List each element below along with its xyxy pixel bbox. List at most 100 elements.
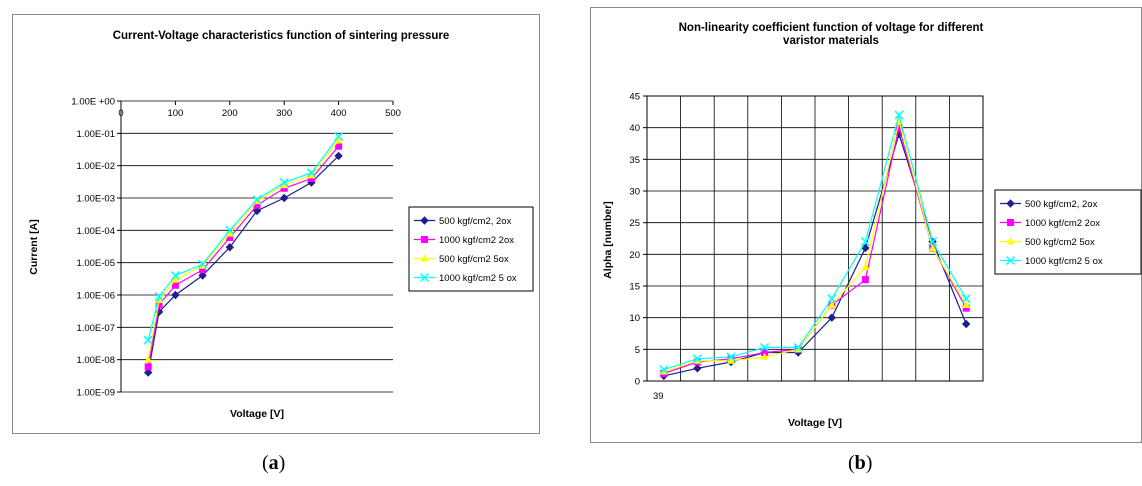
data-point xyxy=(170,271,180,281)
data-point xyxy=(155,296,164,304)
y-tick-label: 1.00E-04 xyxy=(76,226,115,237)
data-point xyxy=(279,178,289,188)
chart-a-legend-marker xyxy=(420,216,429,225)
data-point xyxy=(144,355,153,363)
chart-a-legend-marker xyxy=(420,254,429,262)
data-point xyxy=(693,364,702,373)
y-tick-label: 20 xyxy=(629,250,640,261)
data-point xyxy=(692,354,702,364)
chart-b-legend-label: 1000 kgf/cm2 5 ox xyxy=(1025,256,1103,267)
chart-b-legend-label: 500 kgf/cm2 5ox xyxy=(1025,237,1095,248)
series-markers xyxy=(659,110,971,375)
caption-b: (b) xyxy=(848,452,873,474)
data-point xyxy=(198,271,207,280)
caption-a: (a) xyxy=(262,452,286,474)
chart-b-legend-label: 500 kgf/cm2, 2ox xyxy=(1025,199,1098,210)
data-point xyxy=(962,304,970,312)
chart-a-legend-marker xyxy=(421,236,428,243)
data-point xyxy=(760,352,769,360)
data-point xyxy=(171,290,180,300)
x-tick-label: 100 xyxy=(167,108,183,119)
data-point xyxy=(894,110,904,120)
x-tick-label: 0 xyxy=(118,108,123,119)
data-point xyxy=(307,171,316,179)
y-tick-label: 15 xyxy=(629,282,640,293)
chart-panel-b: Non-linearity coefficient function of vo… xyxy=(590,7,1142,443)
data-point xyxy=(861,276,869,284)
y-tick-label: 1.00E-01 xyxy=(76,129,115,140)
chart-b-svg: Non-linearity coefficient function of vo… xyxy=(602,22,1142,429)
y-tick-label: 5 xyxy=(635,345,640,356)
x-tick-label: 500 xyxy=(385,108,401,119)
y-tick-label: 1.00E-05 xyxy=(76,258,115,269)
data-point xyxy=(199,266,207,274)
data-point xyxy=(334,131,344,141)
data-point xyxy=(335,142,343,150)
chart-a-legend-label: 500 kgf/cm2, 2ox xyxy=(439,216,512,227)
data-point xyxy=(794,345,803,353)
y-tick-label: 1.00E-09 xyxy=(76,388,115,399)
data-point xyxy=(334,136,343,144)
chart-a-legend-label: 1000 kgf/cm2 5 ox xyxy=(439,273,517,284)
data-point xyxy=(155,301,163,309)
chart-title: varistor materials xyxy=(783,35,879,47)
y-axis-label: Current [A] xyxy=(28,219,40,274)
chart-b-legend-marker xyxy=(1007,219,1014,226)
data-point xyxy=(827,301,836,308)
chart-a-legend-marker xyxy=(419,272,430,283)
y-tick-label: 1.00E-07 xyxy=(76,323,115,334)
data-point xyxy=(860,237,870,247)
data-point xyxy=(307,175,315,183)
data-point xyxy=(928,244,937,251)
series-line xyxy=(147,136,340,341)
data-point xyxy=(144,363,152,371)
chart-title: Current-Voltage characteristics function… xyxy=(113,30,450,42)
data-point xyxy=(334,151,343,161)
data-point xyxy=(225,229,234,237)
data-point xyxy=(928,237,938,247)
data-point xyxy=(198,259,208,269)
data-point xyxy=(253,201,261,209)
y-tick-label: 45 xyxy=(629,92,640,103)
y-axis-label: Alpha [number] xyxy=(602,201,614,279)
chart-a-legend-label: 1000 kgf/cm2 2ox xyxy=(439,235,514,246)
data-point xyxy=(171,281,179,289)
data-point xyxy=(143,335,153,345)
data-point xyxy=(143,368,153,377)
data-point xyxy=(760,342,770,352)
chart-panel-a: Current-Voltage characteristics function… xyxy=(12,14,540,434)
y-tick-label: 1.00E-06 xyxy=(76,291,115,302)
data-point xyxy=(895,124,903,132)
chart-a-legend-label: 500 kgf/cm2 5ox xyxy=(439,254,509,265)
y-tick-label: 35 xyxy=(629,155,640,166)
y-tick-label: 30 xyxy=(629,187,640,198)
data-point xyxy=(306,168,316,178)
y-tick-label: 0 xyxy=(635,377,640,388)
data-point xyxy=(761,349,769,356)
data-point xyxy=(861,243,870,253)
x-tick-label: 200 xyxy=(222,108,238,119)
data-point xyxy=(693,356,702,364)
series-markers xyxy=(143,151,343,377)
data-point xyxy=(659,367,668,375)
y-tick-label: 40 xyxy=(629,123,640,134)
data-point xyxy=(861,263,870,270)
series-line xyxy=(663,121,967,373)
data-point xyxy=(226,234,234,242)
data-point xyxy=(279,193,289,203)
series-line xyxy=(663,112,967,371)
data-point xyxy=(827,313,837,322)
data-point xyxy=(252,206,262,216)
data-point xyxy=(280,181,289,189)
x-axis-label: Voltage [V] xyxy=(788,417,842,429)
data-point xyxy=(962,301,971,308)
x-tick-label: 39 xyxy=(653,391,664,402)
data-point xyxy=(827,294,837,304)
series-line xyxy=(147,155,340,373)
y-tick-label: 1.00E-03 xyxy=(76,194,115,205)
data-point xyxy=(659,365,669,375)
x-tick-label: 400 xyxy=(331,108,347,119)
data-point xyxy=(727,356,735,364)
series-markers xyxy=(143,131,344,345)
y-tick-label: 1.00E +00 xyxy=(71,97,115,108)
